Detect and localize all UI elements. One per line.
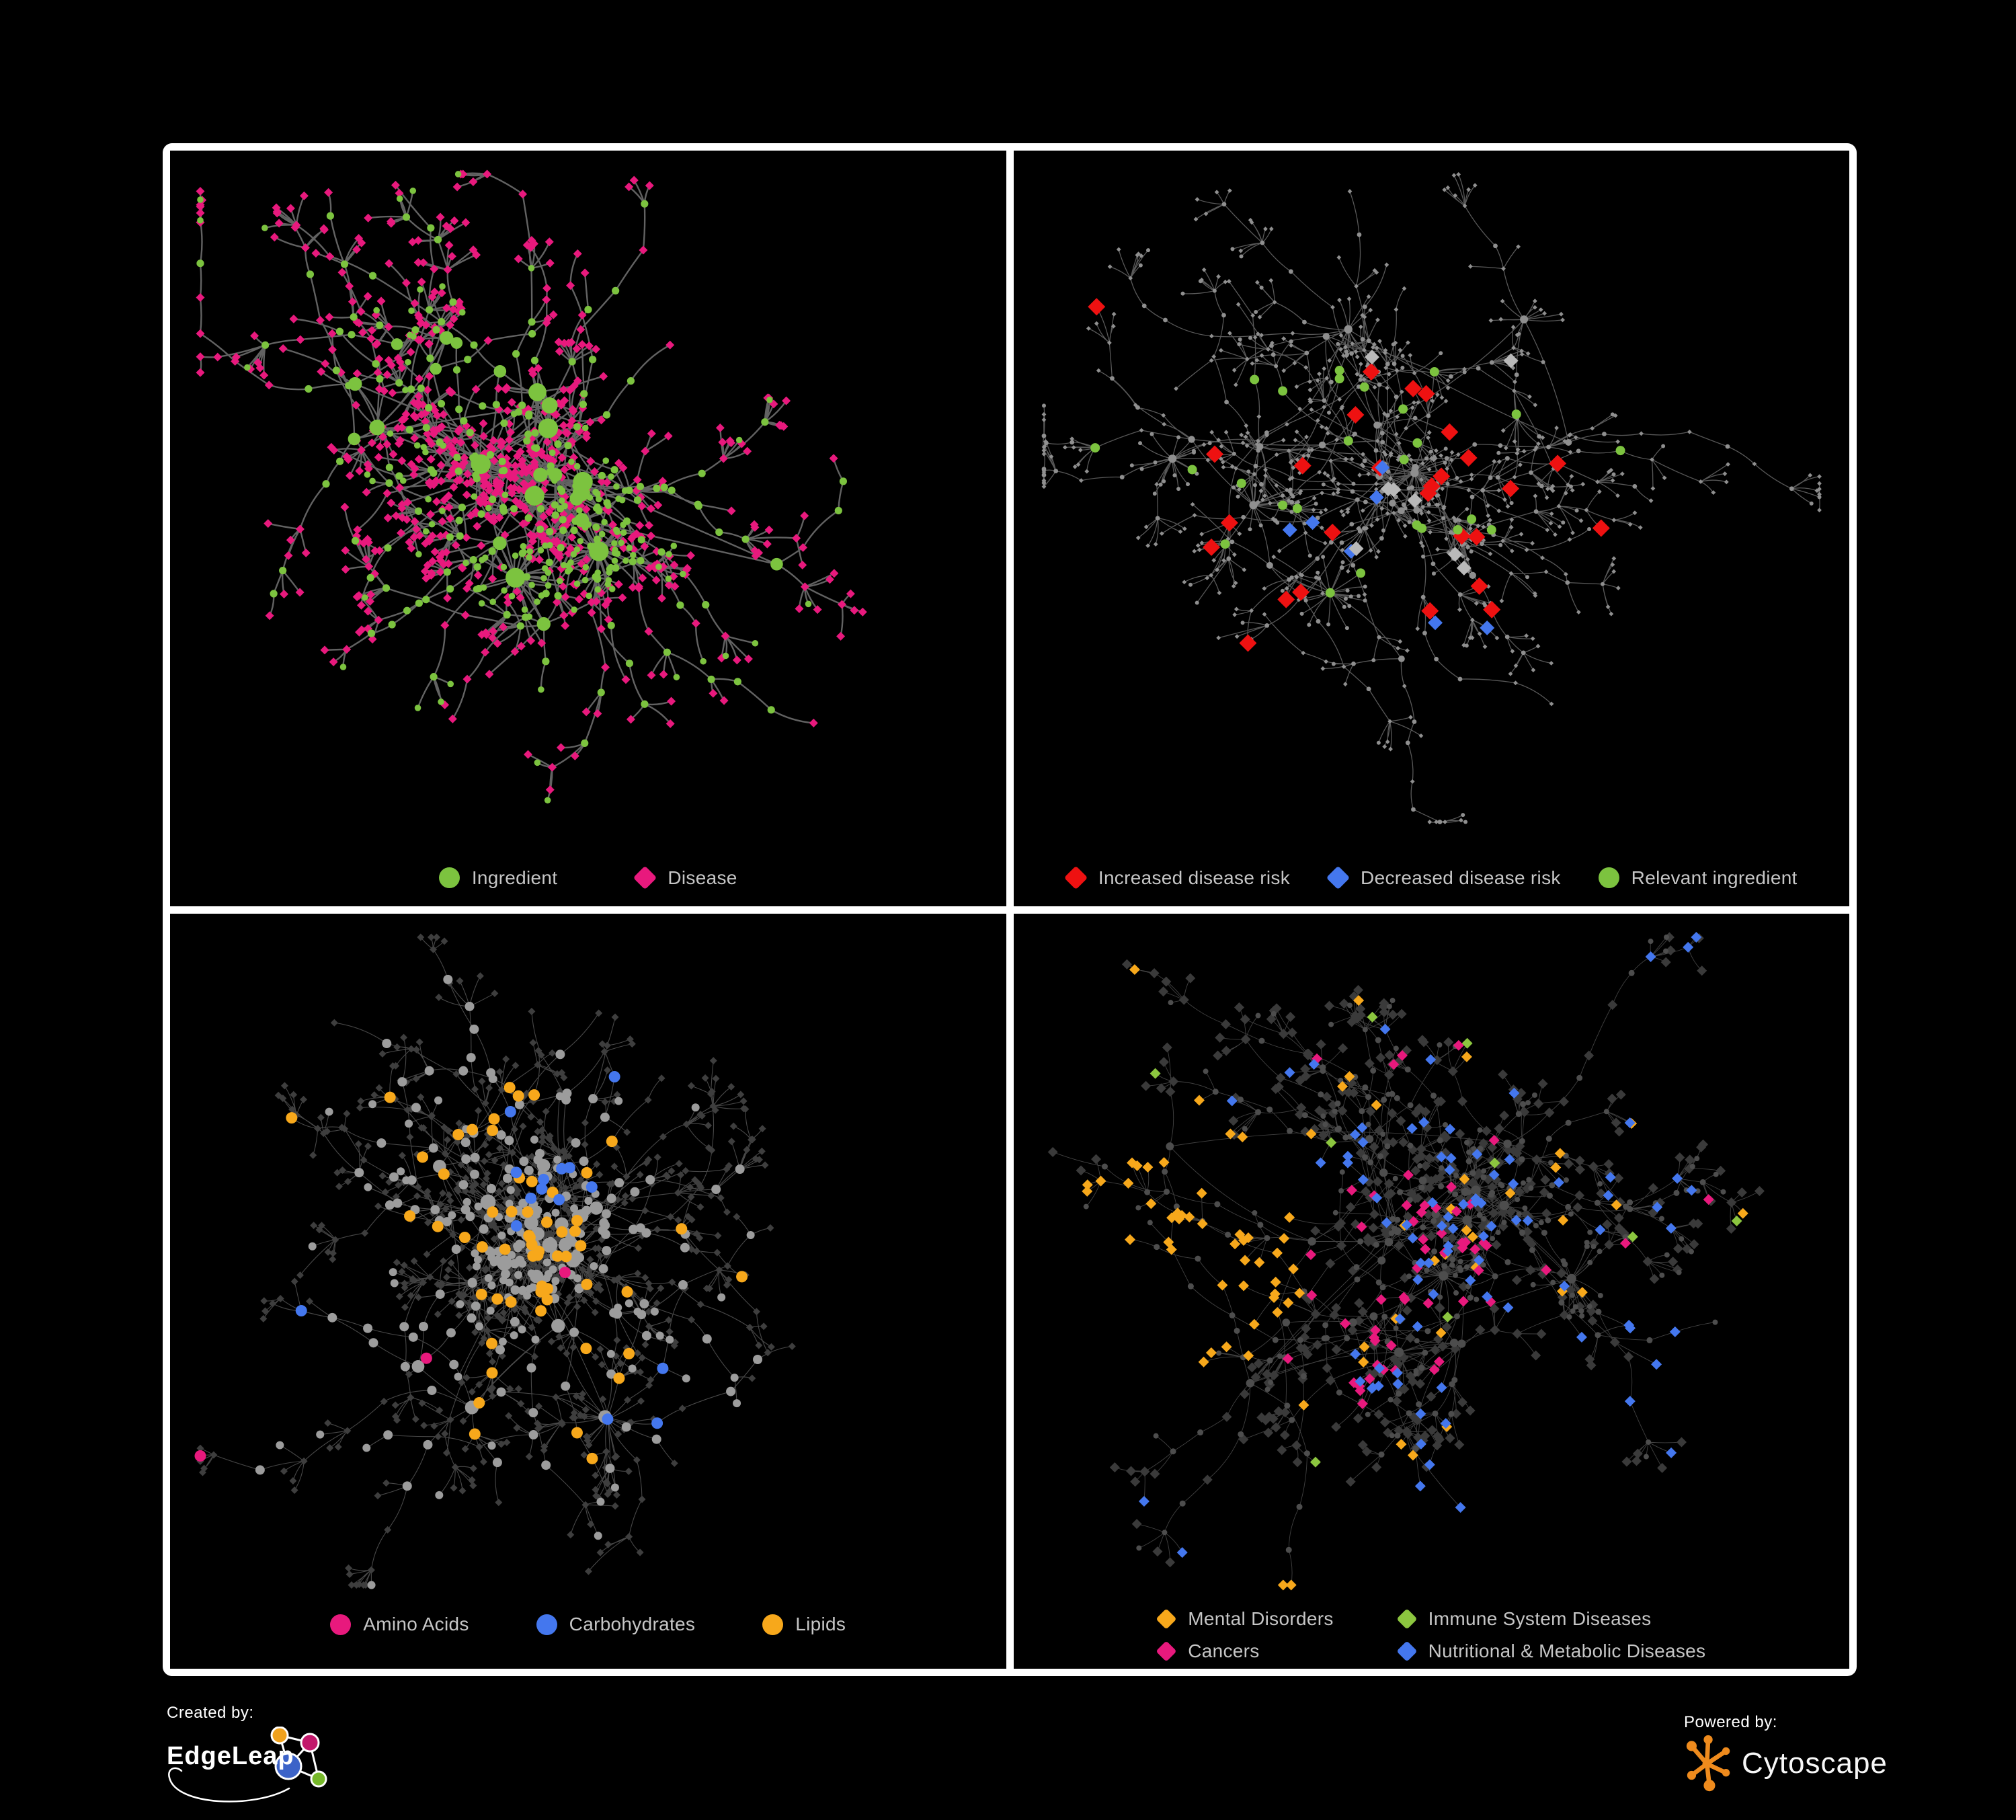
network-graph-ingredient-disease	[196, 169, 867, 804]
legend-label: Carbohydrates	[569, 1614, 696, 1634]
carbohydrates-circle-icon	[536, 1614, 557, 1635]
legend-item-carbohydrates: Carbohydrates	[536, 1614, 696, 1635]
relevant-ingredient-circle-icon	[1598, 867, 1619, 888]
increased-risk-diamond-icon	[1063, 865, 1088, 890]
legend-item-relevant-ingredient: Relevant ingredient	[1598, 867, 1798, 889]
legend: Mental Disorders Immune System Diseases …	[1156, 1608, 1706, 1662]
edgeleap-credit: Created by: EdgeLeap	[167, 1704, 368, 1810]
legend-item-amino-acids: Amino Acids	[330, 1614, 469, 1635]
legend-label: Decreased disease risk	[1361, 867, 1561, 888]
network-graph-disease-categories	[1047, 931, 1765, 1591]
legend-label: Mental Disorders	[1188, 1608, 1334, 1629]
legend-item-ingredient: Ingredient	[438, 867, 558, 889]
legend-item-nutritional-metabolic: Nutritional & Metabolic Diseases	[1396, 1640, 1706, 1662]
created-by-label: Created by:	[167, 1704, 254, 1722]
legend-label: Amino Acids	[363, 1614, 469, 1634]
legend-label: Disease	[668, 867, 737, 888]
legend-item-lipids: Lipids	[762, 1614, 846, 1635]
cytoscape-logo-icon	[1686, 1735, 1730, 1792]
edgeleap-wordmark: EdgeLeap	[167, 1742, 294, 1770]
legend-item-cancers: Cancers	[1156, 1640, 1333, 1662]
edgeleap-network-icon	[270, 1727, 327, 1788]
cancers-diamond-icon	[1156, 1640, 1177, 1662]
legend-item-disease: Disease	[633, 865, 737, 890]
edgeleap-node-green	[310, 1770, 327, 1788]
decreased-risk-diamond-icon	[1326, 865, 1350, 890]
edgeleap-node-orange	[270, 1727, 289, 1745]
cytoscape-credit: Powered by:	[1684, 1713, 1888, 1794]
panel-disease-risk: Increased disease risk Decreased disease…	[1013, 151, 1850, 906]
network-grid: Ingredient Disease Increased disease ris…	[163, 143, 1857, 1676]
legend-label: Ingredient	[471, 867, 558, 888]
legend-item-increased-risk: Increased disease risk	[1063, 865, 1291, 890]
disease-diamond-icon	[633, 865, 657, 890]
edgeleap-node-blue	[274, 1752, 303, 1780]
legend-label: Cancers	[1188, 1640, 1260, 1661]
legend-label: Lipids	[795, 1614, 846, 1634]
immune-diseases-diamond-icon	[1396, 1608, 1418, 1630]
panel-ingredient-classes: Amino Acids Carbohydrates Lipids	[170, 913, 1006, 1669]
legend-label: Relevant ingredient	[1631, 867, 1798, 888]
powered-by-label: Powered by:	[1684, 1713, 1777, 1731]
panel-disease-categories: Mental Disorders Immune System Diseases …	[1013, 913, 1849, 1669]
amino-acids-circle-icon	[330, 1614, 352, 1635]
edgeleap-node-magenta	[300, 1733, 320, 1753]
lipids-circle-icon	[762, 1614, 784, 1635]
edgeleap-logo: EdgeLeap	[167, 1727, 327, 1803]
legend-item-mental-disorders: Mental Disorders	[1156, 1608, 1334, 1630]
legend-label: Nutritional & Metabolic Diseases	[1428, 1640, 1706, 1661]
legend-label: Immune System Diseases	[1428, 1608, 1652, 1629]
legend-label: Increased disease risk	[1098, 867, 1291, 888]
panel-ingredient-disease: Ingredient Disease	[170, 151, 1006, 906]
cytoscape-wordmark: Cytoscape	[1742, 1747, 1888, 1780]
ingredient-circle-icon	[438, 867, 460, 888]
legend: Increased disease risk Decreased disease…	[1014, 865, 1850, 890]
network-graph-disease-risk	[1041, 171, 1822, 824]
legend-item-immune-diseases: Immune System Diseases	[1396, 1608, 1706, 1630]
network-graph-ingredient-classes	[194, 933, 796, 1589]
legend: Ingredient Disease	[170, 865, 1006, 890]
legend-item-decreased-risk: Decreased disease risk	[1326, 865, 1561, 890]
mental-disorders-diamond-icon	[1156, 1608, 1177, 1630]
legend: Amino Acids Carbohydrates Lipids	[170, 1614, 1006, 1635]
nutritional-metabolic-diamond-icon	[1396, 1640, 1418, 1662]
edgeleap-swoosh	[168, 1767, 290, 1803]
